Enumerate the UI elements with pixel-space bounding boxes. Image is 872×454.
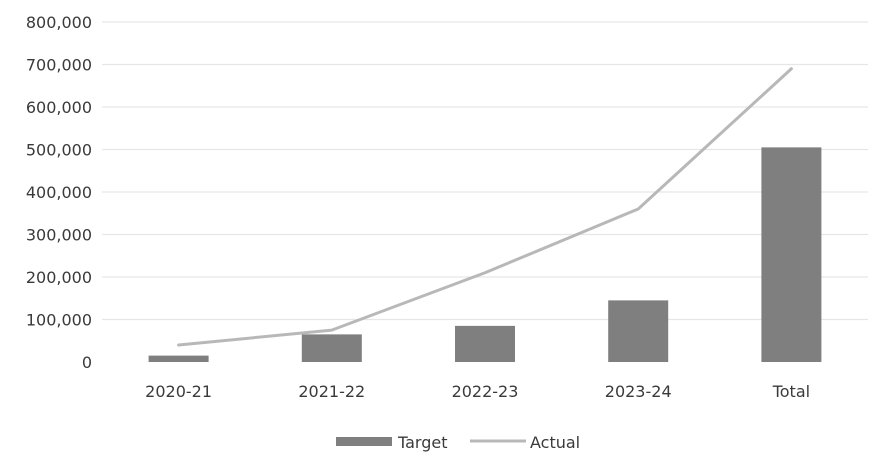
y-axis-ticks: 0 100,000 200,000 300,000 400,000 500,000 600,…	[26, 13, 92, 372]
x-tick-label: 2020-21	[145, 382, 212, 401]
target-bar	[455, 325, 515, 362]
x-tick-label: 2021-22	[298, 382, 365, 401]
legend-label-target: Target	[397, 433, 448, 452]
y-tick-label: 400,000	[26, 183, 92, 202]
legend-label-actual: Actual	[530, 433, 580, 452]
legend-swatch-target	[336, 437, 392, 446]
x-axis-ticks: 2020-21 2021-22 2022-23 2023-24 Total	[145, 382, 810, 401]
y-tick-label: 300,000	[26, 226, 92, 245]
target-bar	[301, 334, 362, 362]
actual-line-series	[177, 67, 793, 347]
y-tick-label: 200,000	[26, 268, 92, 287]
target-bar	[761, 147, 822, 362]
y-tick-label: 100,000	[26, 311, 92, 330]
y-tick-label: 600,000	[26, 98, 92, 117]
x-tick-label: Total	[772, 382, 810, 401]
y-tick-label: 800,000	[26, 13, 92, 32]
actual-line	[177, 67, 793, 347]
target-bars	[148, 147, 822, 362]
x-tick-label: 2022-23	[452, 382, 519, 401]
gridlines	[102, 21, 868, 321]
y-tick-label: 500,000	[26, 141, 92, 160]
target-bar	[148, 355, 209, 362]
x-tick-label: 2023-24	[605, 382, 672, 401]
y-tick-label: 0	[82, 353, 92, 372]
legend: Target Actual	[336, 433, 580, 452]
y-tick-label: 700,000	[26, 56, 92, 75]
target-bar	[608, 300, 669, 362]
